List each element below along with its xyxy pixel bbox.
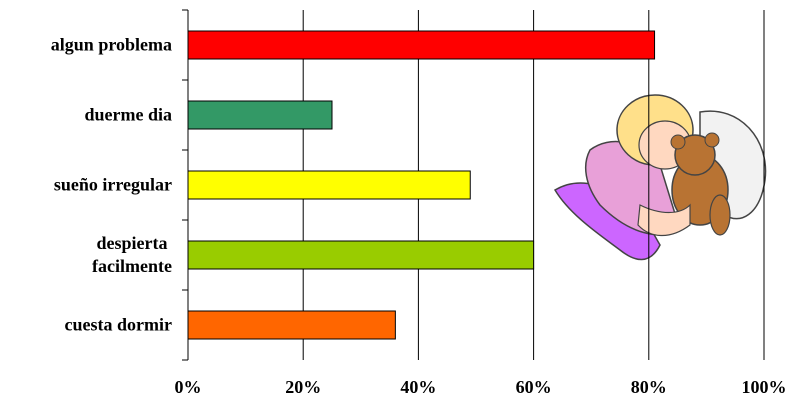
bar [187, 100, 333, 130]
x-tick-label: 60% [516, 377, 552, 397]
x-tick-label: 20% [285, 377, 321, 397]
bar [187, 30, 656, 60]
x-tick-label: 40% [400, 377, 436, 397]
bar [187, 240, 535, 270]
x-tick-label: 80% [631, 377, 667, 397]
x-tick-label: 0% [175, 377, 202, 397]
illustration [553, 94, 767, 261]
y-tick-label: sueño irregular [53, 174, 172, 195]
y-tick-label: duerme dia [84, 104, 173, 125]
bar [187, 170, 471, 200]
y-tick-label: algun problema [50, 34, 172, 55]
bar [187, 310, 396, 340]
y-tick-label: despierta facilmente [92, 233, 172, 276]
y-tick-label: cuesta dormir [64, 314, 172, 335]
x-tick-label: 100% [742, 377, 787, 397]
